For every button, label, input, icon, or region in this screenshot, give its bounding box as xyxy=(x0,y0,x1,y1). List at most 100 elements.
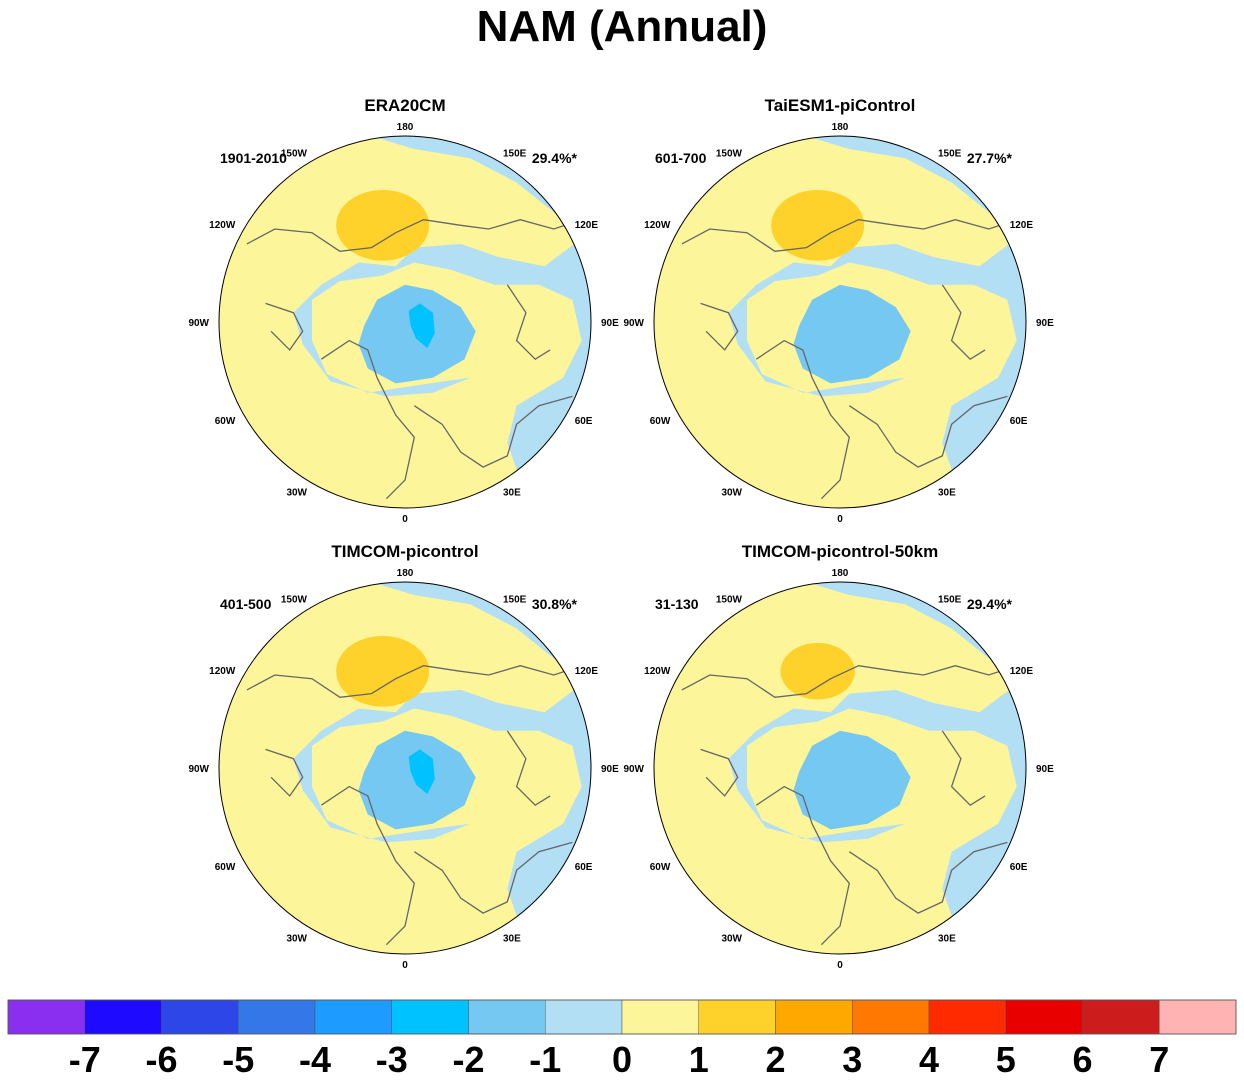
colorbar: -7 -6 -5 -4 -3 -2 -1 0 1 2 3 4 5 6 7 xyxy=(7,999,1237,1080)
coastline xyxy=(506,730,551,807)
panel-variance: 27.7%* xyxy=(967,150,1013,166)
polar-negative-region xyxy=(293,238,591,499)
longitude-label: 150W xyxy=(281,594,308,605)
longitude-label: 120E xyxy=(575,666,599,677)
coastline xyxy=(320,785,416,946)
longitude-label: 150W xyxy=(716,148,743,159)
longitude-label: 0 xyxy=(402,960,408,971)
longitude-label: 120W xyxy=(644,666,671,677)
colorbar-swatch xyxy=(1005,999,1083,1035)
longitude-label: 30E xyxy=(938,934,956,945)
polar-negative-region xyxy=(728,684,1026,945)
longitude-label: 0 xyxy=(837,514,843,525)
longitude-label: 90W xyxy=(623,764,644,775)
longitude-label: 30W xyxy=(721,934,742,945)
longitude-label: 60E xyxy=(1010,416,1028,427)
panel-variance: 29.4%* xyxy=(532,150,578,166)
coastline xyxy=(246,219,582,252)
longitude-label: 0 xyxy=(402,514,408,525)
longitude-label: 30E xyxy=(938,488,956,499)
colorbar-swatch xyxy=(238,999,316,1035)
polar-core-region xyxy=(793,284,911,384)
pacific-positive-center xyxy=(336,189,430,261)
colorbar-label: 0 xyxy=(612,1039,632,1080)
coastline xyxy=(941,730,986,807)
coastline xyxy=(681,665,1017,698)
coastline xyxy=(848,841,1008,914)
colorbar-label: -2 xyxy=(452,1039,484,1080)
polar-deep-core xyxy=(408,749,435,794)
coastline xyxy=(265,302,304,351)
map-field xyxy=(654,136,1026,508)
polar-deep-core xyxy=(408,303,435,348)
longitude-label: 120W xyxy=(644,220,671,231)
panel-period: 401-500 xyxy=(220,596,272,612)
map-field xyxy=(219,136,591,508)
longitude-label: 60E xyxy=(575,862,593,873)
coastline xyxy=(848,395,1008,468)
map-field xyxy=(654,582,1026,954)
panel-variance: 30.8%* xyxy=(532,596,578,612)
pacific-positive-center xyxy=(780,643,855,700)
colorbar-swatch xyxy=(84,999,162,1035)
colorbar-label: -7 xyxy=(69,1039,101,1080)
map-panel-3: TIMCOM-picontrol 401-500 30.8%* 180 150E 120E… xyxy=(188,542,619,971)
longitude-label: 90W xyxy=(623,318,644,329)
longitude-label: 30E xyxy=(503,488,521,499)
colorbar-label: 2 xyxy=(765,1039,785,1080)
colorbar-label: -5 xyxy=(222,1039,254,1080)
longitude-label: 60W xyxy=(215,416,236,427)
map-border xyxy=(653,135,1027,509)
longitude-label: 30E xyxy=(503,934,521,945)
colorbar-swatch xyxy=(545,999,623,1035)
colorbar-swatch xyxy=(161,999,239,1035)
longitude-label: 30W xyxy=(286,934,307,945)
colorbar-swatch xyxy=(1159,999,1237,1035)
longitude-label: 120W xyxy=(209,666,236,677)
panel-period: 31-130 xyxy=(655,596,699,612)
colorbar-label: 4 xyxy=(919,1039,939,1080)
longitude-label: 60E xyxy=(1010,862,1028,873)
panel-title: TaiESM1-piControl xyxy=(765,96,916,115)
longitude-label: 150E xyxy=(938,594,962,605)
map-panel-2: TaiESM1-piControl 601-700 27.7%* 180 150E 120… xyxy=(623,96,1054,525)
longitude-label: 90E xyxy=(1036,318,1054,329)
colorbar-swatch xyxy=(852,999,930,1035)
colorbar-label: 5 xyxy=(996,1039,1016,1080)
panel-title: TIMCOM-picontrol-50km xyxy=(742,542,938,561)
longitude-label: 180 xyxy=(832,122,849,133)
coastline xyxy=(506,284,551,361)
pacific-positive-center xyxy=(336,635,430,707)
longitude-label: 180 xyxy=(832,568,849,579)
longitude-label: 150E xyxy=(503,148,527,159)
colorbar-label: 7 xyxy=(1149,1039,1169,1080)
map-panel-1: ERA20CM 1901-2010 29.4%* 180 150E 120E 90E 60E 3… xyxy=(188,96,619,525)
longitude-label: 60W xyxy=(650,862,671,873)
colorbar-swatch xyxy=(314,999,392,1035)
longitude-label: 150W xyxy=(716,594,743,605)
coastline xyxy=(941,284,986,361)
panel-title: TIMCOM-picontrol xyxy=(331,542,478,561)
colorbar-swatch xyxy=(468,999,546,1035)
longitude-label: 60W xyxy=(215,862,236,873)
longitude-label: 60W xyxy=(650,416,671,427)
longitude-label: 180 xyxy=(397,122,414,133)
polar-negative-region xyxy=(293,684,591,945)
longitude-label: 120E xyxy=(1010,220,1034,231)
longitude-label: 90W xyxy=(188,318,209,329)
panel-title: ERA20CM xyxy=(364,96,445,115)
longitude-label: 120E xyxy=(1010,666,1034,677)
coastline xyxy=(755,339,851,500)
panel-period: 601-700 xyxy=(655,150,707,166)
polar-core-region xyxy=(793,730,911,830)
panel-variance: 29.4%* xyxy=(967,596,1013,612)
coastline xyxy=(413,395,573,468)
colorbar-swatch xyxy=(1082,999,1160,1035)
panel-period: 1901-2010 xyxy=(220,150,287,166)
coastline xyxy=(265,748,304,797)
colorbar-label: 3 xyxy=(842,1039,862,1080)
longitude-label: 60E xyxy=(575,416,593,427)
longitude-label: 120E xyxy=(575,220,599,231)
coastline xyxy=(681,219,1017,252)
